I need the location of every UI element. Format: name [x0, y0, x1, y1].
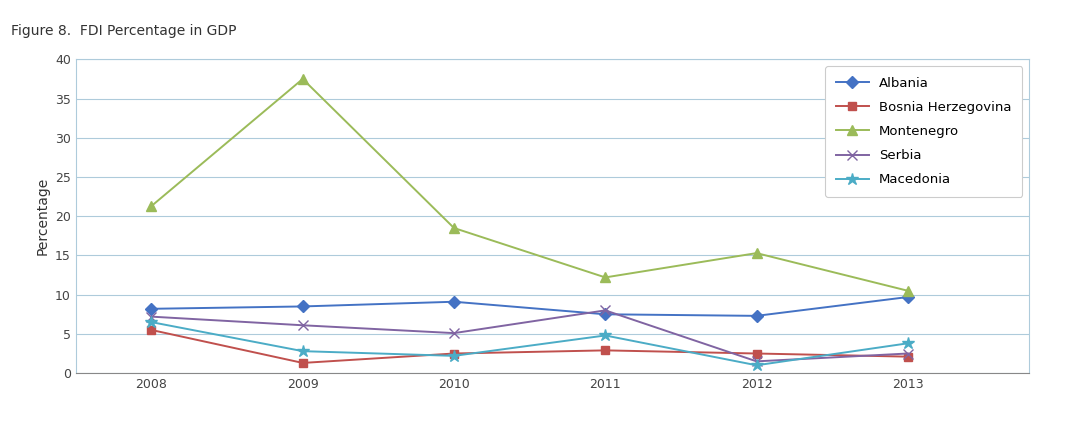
Albania [751, 313, 764, 318]
Serbia [297, 323, 310, 328]
Line: Montenegro: Montenegro [146, 74, 913, 296]
Line: Macedonia: Macedonia [145, 316, 914, 371]
Line: Bosnia Herzegovina: Bosnia Herzegovina [147, 326, 912, 367]
Serbia [145, 314, 158, 319]
Macedonia [297, 349, 310, 354]
Macedonia [145, 320, 158, 325]
Albania [901, 295, 914, 300]
Albania [447, 299, 460, 304]
Serbia [447, 331, 460, 336]
Montenegro [145, 204, 158, 209]
Text: Figure 8.  FDI Percentage in GDP: Figure 8. FDI Percentage in GDP [11, 23, 236, 38]
Albania [145, 306, 158, 311]
Macedonia [901, 341, 914, 346]
Montenegro [447, 226, 460, 231]
Bosnia Herzegovina [901, 354, 914, 359]
Bosnia Herzegovina [447, 351, 460, 356]
Montenegro [599, 275, 612, 280]
Legend: Albania, Bosnia Herzegovina, Montenegro, Serbia, Macedonia: Albania, Bosnia Herzegovina, Montenegro,… [825, 66, 1022, 197]
Serbia [751, 359, 764, 364]
Montenegro [297, 76, 310, 81]
Bosnia Herzegovina [751, 351, 764, 356]
Bosnia Herzegovina [145, 327, 158, 332]
Macedonia [751, 363, 764, 368]
Bosnia Herzegovina [599, 348, 612, 353]
Albania [599, 312, 612, 317]
Albania [297, 304, 310, 309]
Line: Serbia: Serbia [146, 306, 913, 366]
Line: Albania: Albania [147, 293, 912, 320]
Macedonia [447, 353, 460, 358]
Serbia [599, 308, 612, 313]
Montenegro [901, 288, 914, 293]
Montenegro [751, 251, 764, 256]
Y-axis label: Percentage: Percentage [36, 177, 50, 255]
Macedonia [599, 333, 612, 338]
Serbia [901, 351, 914, 356]
Bosnia Herzegovina [297, 360, 310, 365]
